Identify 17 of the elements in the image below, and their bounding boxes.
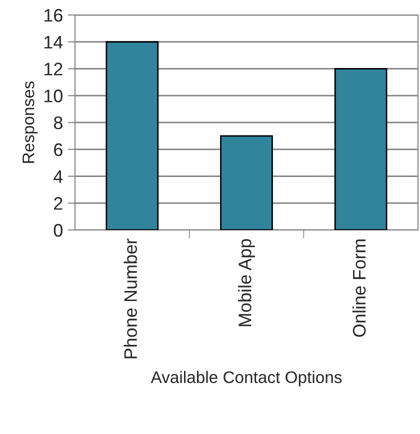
y-tick-label: 12	[44, 62, 62, 76]
y-tick-label: 2	[54, 197, 62, 210]
y-tick-label: 10	[44, 90, 62, 102]
y-tick-label: 8	[54, 116, 62, 130]
y-tick-label: 6	[54, 143, 62, 156]
x-tick-label: Phone Number	[124, 238, 138, 358]
y-axis-title: Responses	[22, 81, 38, 163]
y-tick-label: 4	[54, 170, 63, 183]
y-tick-label: 0	[54, 224, 62, 237]
x-axis-title: Available Contact Options	[150, 370, 342, 386]
bar	[106, 41, 159, 230]
x-tick-label: Mobile App	[238, 239, 255, 326]
bar	[220, 135, 273, 230]
y-tick-label: 16	[44, 8, 62, 22]
x-tick-label: Online Form	[352, 240, 366, 337]
y-tick-label: 14	[44, 36, 63, 48]
bar	[334, 68, 388, 230]
